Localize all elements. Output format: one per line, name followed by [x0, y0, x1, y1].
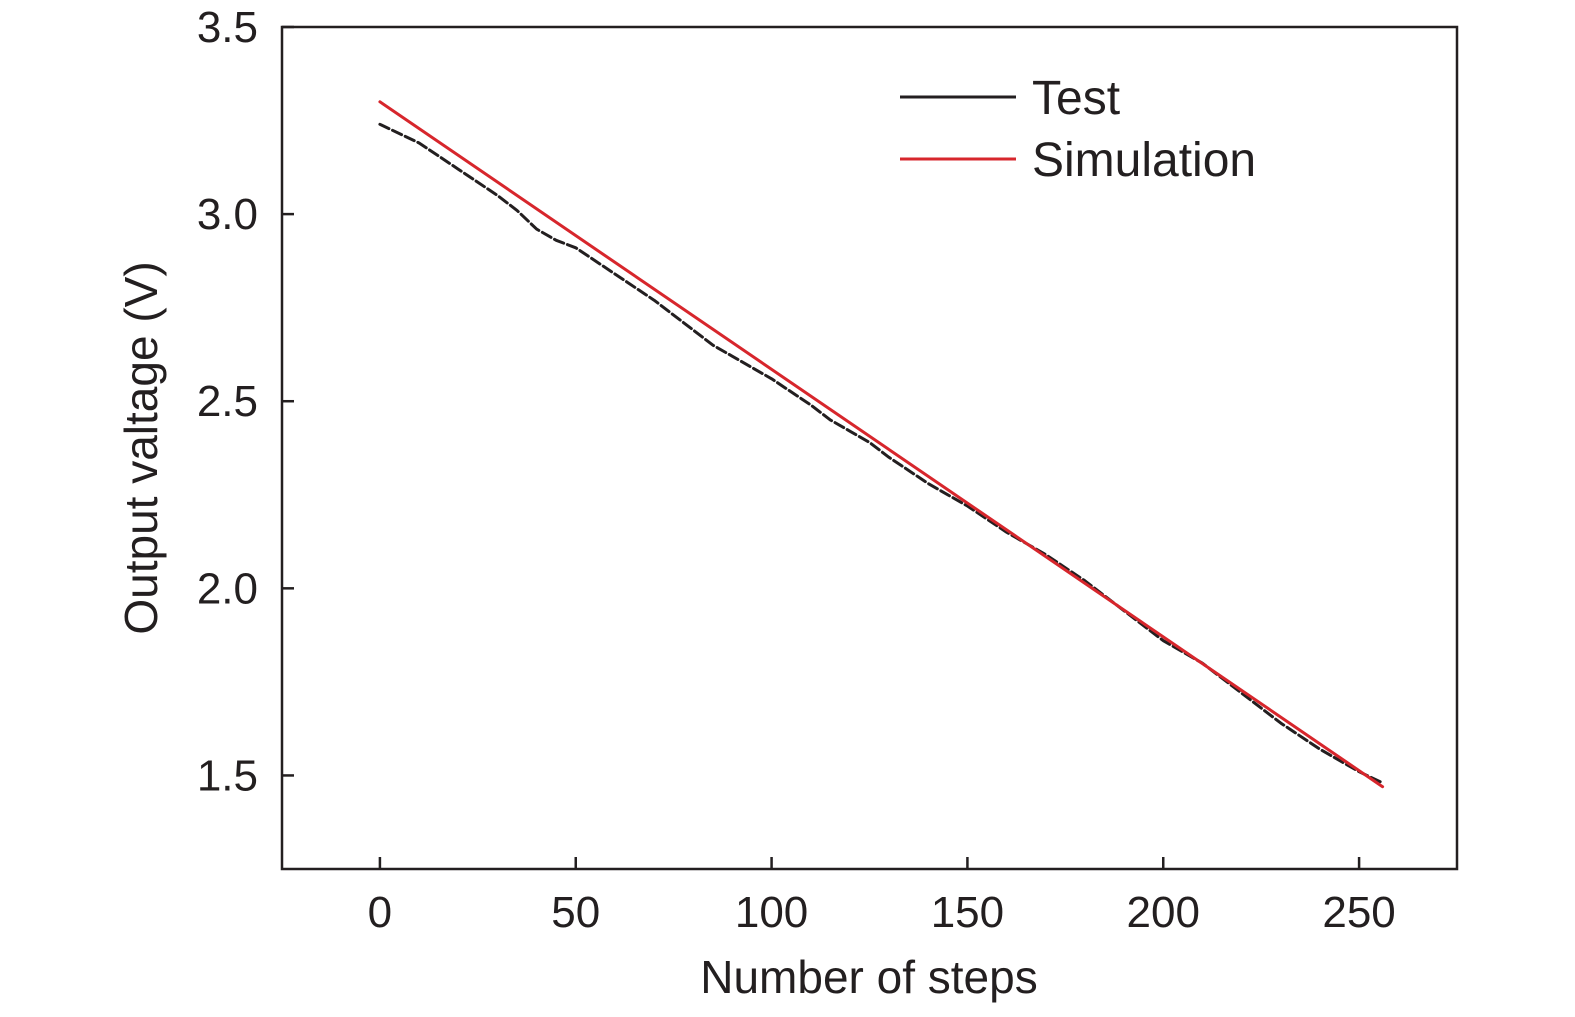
- series-layer: [378, 100, 1385, 789]
- series-line-simulation: [378, 100, 1385, 789]
- x-axis-title: Number of steps: [700, 951, 1037, 1003]
- y-tick-label: 2.5: [197, 377, 258, 426]
- y-axis-title: Output valtage (V): [115, 261, 167, 634]
- y-tick-label: 2.0: [197, 564, 258, 613]
- y-tick-label: 3.0: [197, 190, 258, 239]
- x-tick-label: 0: [368, 888, 392, 937]
- x-tick-label: 200: [1127, 888, 1200, 937]
- y-tick-label: 1.5: [197, 751, 258, 800]
- x-tick-label: 250: [1322, 888, 1395, 937]
- legend: Test Simulation: [900, 72, 1256, 187]
- x-tick-label: 50: [551, 888, 600, 937]
- legend-label-simulation: Simulation: [1032, 134, 1256, 187]
- y-tick-label: 3.5: [197, 3, 258, 52]
- legend-label-test: Test: [1032, 72, 1120, 125]
- ticks-layer: 0 50 100 150 200 250 1.5 2.0 2.5 3.0 3.5: [197, 3, 1396, 937]
- x-tick-label: 100: [735, 888, 808, 937]
- x-tick-label: 150: [931, 888, 1004, 937]
- plot-frame: [280, 25, 1459, 871]
